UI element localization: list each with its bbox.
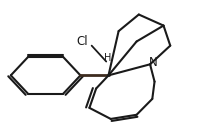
Text: N: N: [149, 56, 158, 69]
Text: Cl: Cl: [77, 35, 89, 48]
Text: H: H: [104, 53, 111, 63]
